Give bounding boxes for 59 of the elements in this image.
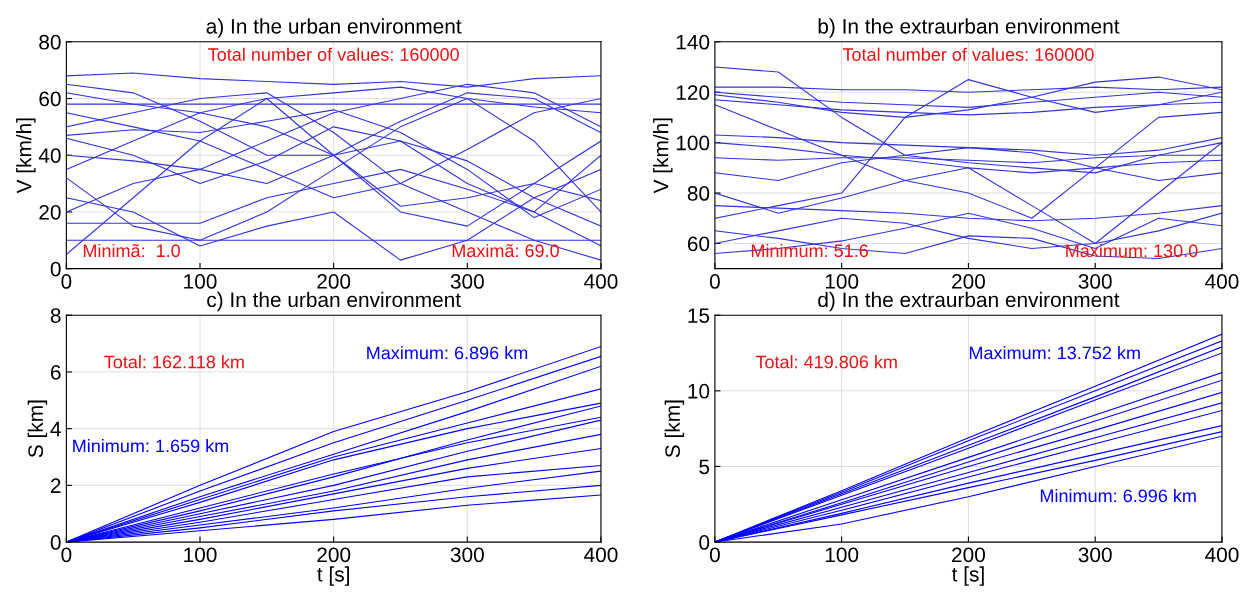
x-tick-label: 0: [709, 274, 720, 289]
y-axis-title: S [km]: [664, 400, 685, 458]
y-tick-label: 0: [50, 535, 61, 550]
y-tick-label: 6: [50, 364, 61, 380]
y-tick-label: 100: [676, 135, 710, 151]
annotation: Maximã: 69.0: [452, 243, 559, 258]
x-tick-label: 200: [952, 547, 985, 563]
y-axis-title: V [km/h]: [653, 118, 673, 194]
x-axis-title: t [s]: [317, 566, 349, 586]
y-tick-label: 15: [688, 308, 710, 323]
y-tick-label: 140: [676, 34, 710, 50]
x-tick-label: 0: [61, 274, 72, 289]
annotation: Maximum: 6.896 km: [367, 346, 528, 360]
y-axis-title: S [km]: [27, 400, 48, 458]
annotation: Total: 162.118 km: [104, 355, 244, 369]
x-tick-label: 100: [184, 274, 217, 289]
annotation: Total number of values: 160000: [842, 47, 1094, 61]
x-axis-title: t [s]: [951, 566, 984, 586]
chart-title: c) In the urban environment: [207, 291, 461, 312]
y-tick-label: 120: [676, 85, 710, 100]
y-tick-label: 10: [688, 383, 710, 399]
x-tick-label: 100: [184, 547, 217, 563]
y-tick-label: 0: [699, 535, 710, 550]
y-tick-label: 8: [50, 308, 61, 323]
x-tick-label: 300: [450, 547, 484, 563]
y-tick-label: 0: [50, 261, 61, 277]
y-tick-label: 5: [699, 459, 710, 475]
annotation: Minimum: 6.996 km: [1040, 488, 1196, 503]
x-tick-label: 400: [1205, 547, 1239, 563]
x-tick-label: 400: [584, 547, 618, 563]
x-tick-label: 300: [1078, 547, 1112, 563]
annotation: Minimum: 1.659 km: [73, 439, 229, 453]
x-tick-label: 100: [825, 547, 859, 563]
x-tick-label: 200: [317, 547, 351, 563]
x-tick-label: 300: [450, 274, 484, 289]
x-tick-label: 0: [61, 547, 72, 563]
x-tick-label: 200: [952, 274, 985, 289]
annotation: Maximum: 13.752 km: [969, 346, 1140, 360]
x-tick-label: 100: [825, 274, 859, 289]
annotation: Total number of values: 160000: [208, 47, 459, 61]
x-tick-label: 400: [584, 274, 618, 289]
y-tick-label: 20: [39, 204, 61, 220]
annotation: Total: 419.806 km: [755, 355, 897, 369]
y-tick-label: 40: [38, 148, 61, 163]
chart-title: a) In the urban environment: [206, 18, 462, 38]
y-tick-label: 80: [39, 34, 61, 50]
y-tick-label: 80: [687, 186, 710, 201]
chart-title: b) In the extraurban environment: [818, 18, 1120, 38]
chart-title: d) In the extraurban environment: [818, 291, 1120, 312]
annotation: Minimã: 1.0: [83, 243, 181, 258]
y-tick-label: 60: [687, 236, 710, 252]
x-tick-label: 200: [317, 274, 351, 289]
x-tick-label: 0: [709, 547, 720, 563]
y-axis-title: V [km/h]: [16, 118, 36, 194]
y-tick-label: 2: [50, 478, 61, 493]
x-tick-label: 400: [1205, 274, 1239, 289]
y-tick-label: 60: [39, 91, 61, 107]
y-tick-label: 4: [50, 421, 61, 437]
x-tick-label: 300: [1078, 274, 1112, 289]
